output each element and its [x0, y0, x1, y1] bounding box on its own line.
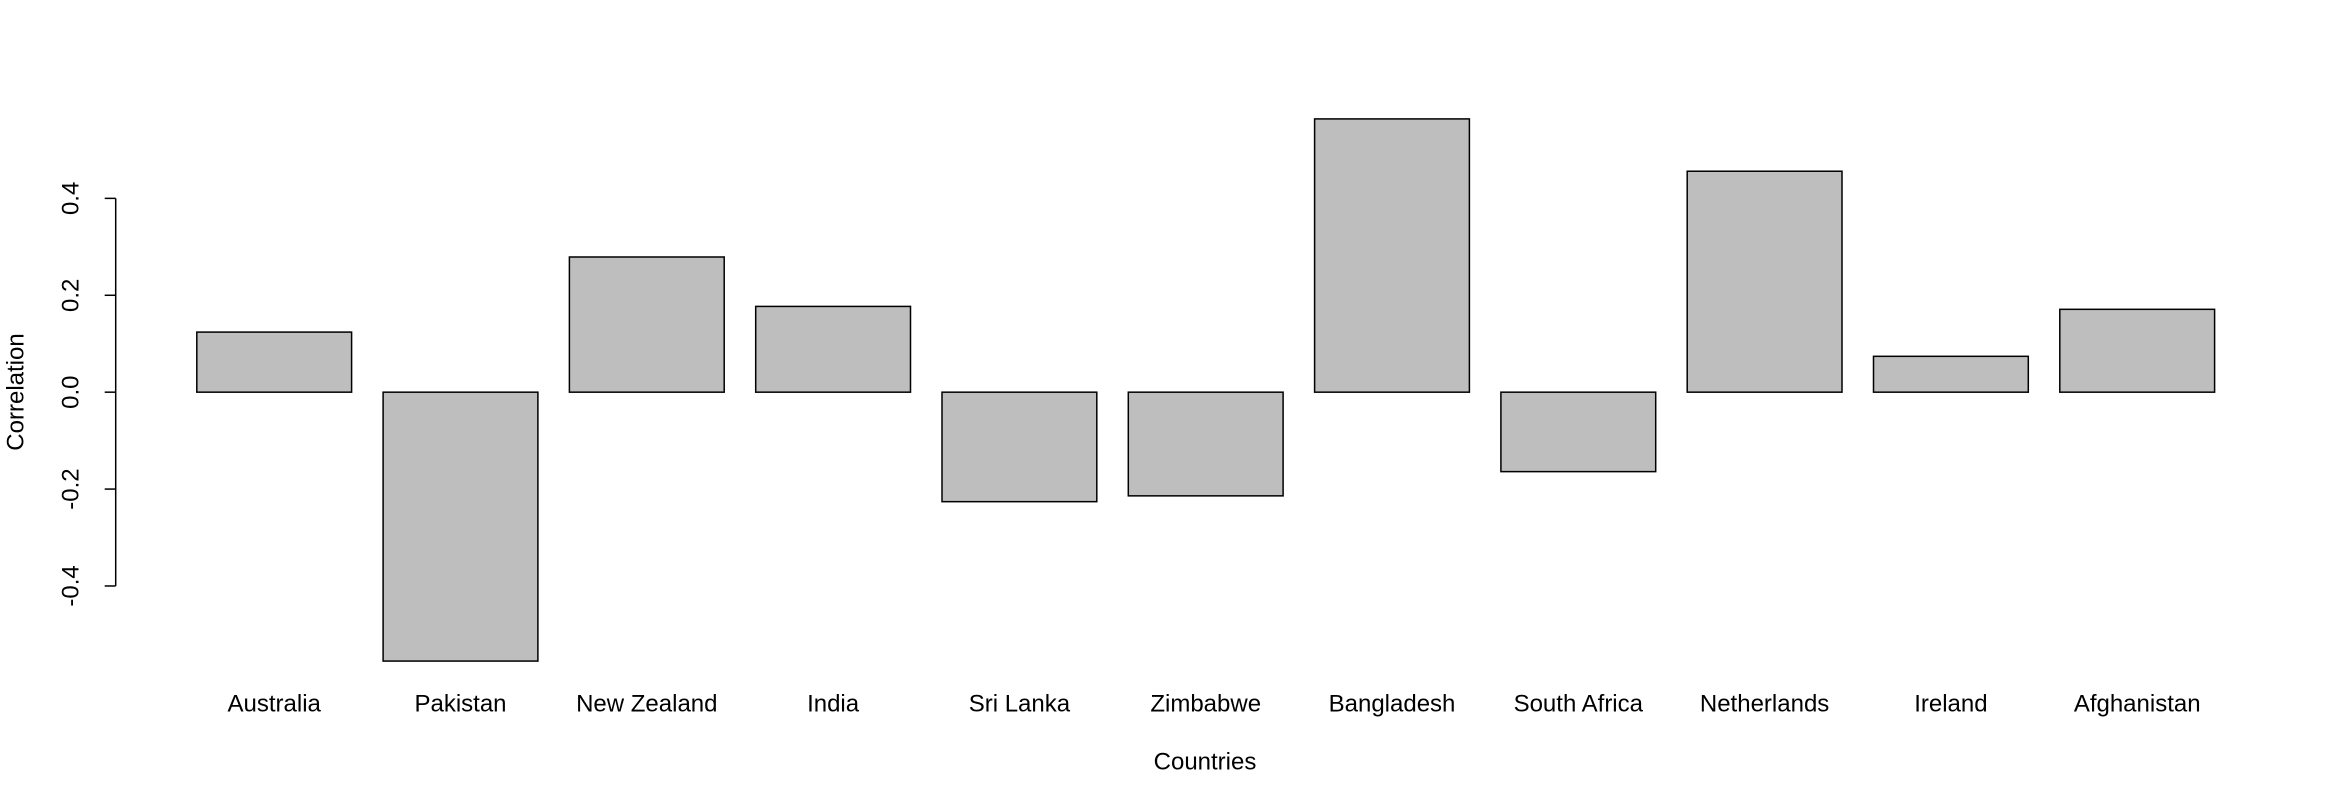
bar [196, 331, 353, 393]
y-tick-label: -0.4 [57, 565, 84, 606]
x-tick-label: Australia [228, 690, 322, 717]
y-tick-label: 0.4 [57, 182, 84, 215]
x-tick-label: India [807, 690, 860, 717]
bar [1872, 355, 2030, 393]
bar [1127, 391, 1284, 497]
x-tick-label: Zimbabwe [1150, 690, 1261, 717]
bar [2059, 308, 2216, 393]
x-axis-title: Countries [1154, 748, 1257, 775]
y-tick-label: -0.2 [57, 468, 84, 509]
x-tick-label: Pakistan [414, 690, 506, 717]
bar [1500, 391, 1657, 473]
bar [568, 256, 725, 393]
bar [1686, 170, 1843, 393]
bar [382, 391, 539, 662]
x-tick-label: Netherlands [1700, 690, 1829, 717]
bar [1313, 118, 1471, 393]
x-tick-label: Afghanistan [2074, 690, 2201, 717]
bar [941, 391, 1098, 503]
x-tick-label: South Africa [1514, 690, 1644, 717]
y-axis-title: Correlation [2, 333, 29, 450]
x-tick-label: Bangladesh [1329, 690, 1456, 717]
x-tick-label: Ireland [1914, 690, 1987, 717]
x-tick-label: Sri Lanka [969, 690, 1071, 717]
y-tick-label: 0.2 [57, 279, 84, 312]
x-tick-label: New Zealand [576, 690, 717, 717]
bar [754, 305, 912, 393]
y-tick-label: 0.0 [57, 375, 84, 408]
